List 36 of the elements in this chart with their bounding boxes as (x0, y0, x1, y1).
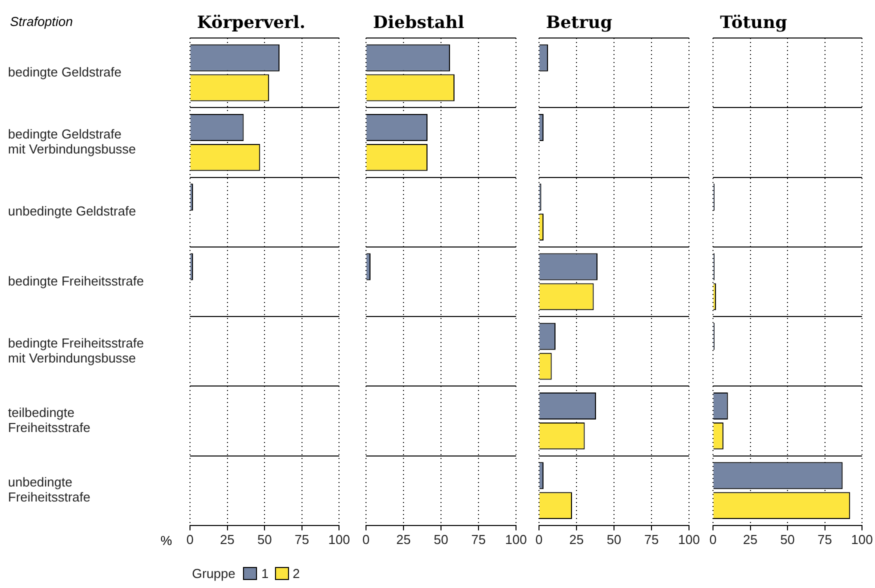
y-tick-label: unbedingte Geldstrafe (8, 204, 136, 219)
chart-title: Körperverl. (197, 13, 306, 33)
y-tick-label: bedingte Freiheitsstrafe (8, 273, 144, 288)
y-tick-label: unbedingte Freiheitsstrafe (8, 474, 90, 505)
x-tick-label: 100 (505, 532, 527, 547)
y-tick-label: bedingte Freiheitsstrafe mit Verbindungsbusse (8, 335, 144, 366)
x-tick-label: 25 (569, 532, 584, 547)
x-tick-label: 50 (606, 532, 622, 547)
chart-title: Tötung (720, 13, 788, 33)
x-tick-label: 100 (678, 532, 700, 547)
x-tick-label: 50 (257, 532, 272, 547)
chart-title: Diebstahl (373, 13, 465, 33)
x-tick-label: 0 (535, 532, 543, 547)
legend-label: 2 (292, 566, 300, 581)
x-tick-label: 25 (396, 532, 411, 547)
x-tick-label: 100 (328, 532, 350, 547)
x-tick-label: 0 (186, 532, 194, 547)
legend-title: Gruppe (192, 566, 236, 581)
x-axis-title: % (160, 532, 172, 548)
chart-title: Betrug (546, 13, 612, 33)
x-tick-label: 75 (471, 532, 486, 547)
x-tick-label: 25 (743, 532, 758, 547)
x-tick-label: 50 (780, 532, 795, 547)
legend-label: 1 (261, 566, 269, 581)
x-tick-label: 75 (644, 532, 659, 547)
x-tick-label: 100 (851, 532, 873, 547)
y-axis-title: Strafoption (10, 14, 73, 29)
x-tick-label: 50 (434, 532, 448, 547)
x-tick-label: 0 (362, 532, 370, 547)
x-tick-label: 0 (709, 532, 717, 547)
x-tick-label: 75 (294, 532, 310, 547)
x-tick-label: 75 (818, 532, 832, 547)
y-tick-label: bedingte Geldstrafe mit Verbindungsbusse (8, 126, 136, 156)
x-tick-label: 25 (220, 532, 235, 547)
y-tick-label: bedingte Geldstrafe (8, 64, 122, 80)
y-tick-label: teilbedingte Freiheitsstrafe (8, 405, 90, 436)
